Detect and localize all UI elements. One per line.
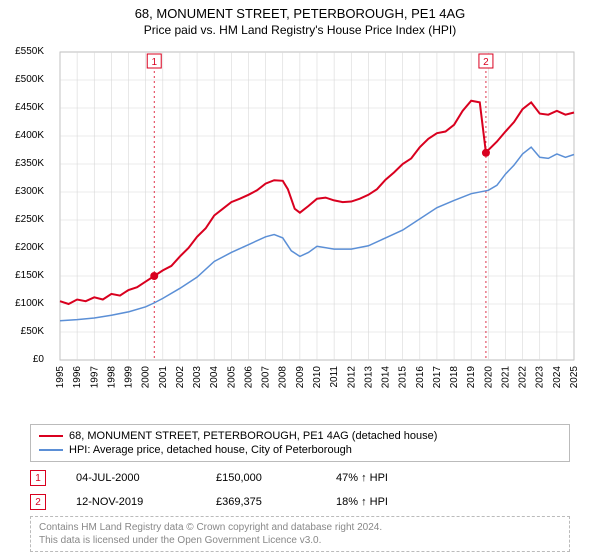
y-axis-label: £300K [15,186,44,197]
sale-hpi: 47% ↑ HPI [336,472,426,484]
svg-text:2000: 2000 [141,366,152,389]
line-chart: 1995 1996 1997 1998 1999 2000 2001 2002 2003 2004… [50,46,580,402]
sale-price: £150,000 [216,472,306,484]
legend-item: 68, MONUMENT STREET, PETERBOROUGH, PE1 4… [39,429,561,443]
svg-text:1998: 1998 [106,366,117,389]
svg-text:2011: 2011 [329,366,340,388]
y-axis-label: £500K [15,74,44,85]
svg-text:2: 2 [483,57,489,68]
svg-text:2004: 2004 [209,366,220,389]
y-axis-label: £100K [15,298,44,309]
legend-label: HPI: Average price, detached house, City… [69,444,352,456]
svg-text:2023: 2023 [535,366,546,389]
footer-line2: This data is licensed under the Open Gov… [39,534,561,547]
sale-row: 2 12-NOV-2019 £369,375 18% ↑ HPI [30,490,570,514]
y-axis-label: £0 [33,354,44,365]
legend: 68, MONUMENT STREET, PETERBOROUGH, PE1 4… [30,424,570,462]
svg-text:2021: 2021 [500,366,511,389]
svg-text:2007: 2007 [261,366,272,389]
svg-text:2015: 2015 [398,366,409,389]
svg-text:2017: 2017 [432,366,443,389]
svg-text:2006: 2006 [243,366,254,389]
sale-marker-box: 1 [30,470,46,486]
legend-swatch [39,435,63,437]
legend-item: HPI: Average price, detached house, City… [39,443,561,457]
sale-price: £369,375 [216,496,306,508]
svg-text:2001: 2001 [158,366,169,389]
y-axis-label: £200K [15,242,44,253]
svg-text:2016: 2016 [415,366,426,389]
sale-marker-box: 2 [30,494,46,510]
svg-text:2010: 2010 [312,366,323,389]
chart-title: 68, MONUMENT STREET, PETERBOROUGH, PE1 4… [0,6,600,21]
legend-swatch [39,449,63,451]
svg-text:2013: 2013 [363,366,374,389]
footer-line1: Contains HM Land Registry data © Crown c… [39,521,561,534]
svg-text:2025: 2025 [569,366,580,389]
svg-text:2020: 2020 [483,366,494,389]
chart-subtitle: Price paid vs. HM Land Registry's House … [0,23,600,37]
y-axis-label: £50K [21,326,44,337]
y-axis-label: £150K [15,270,44,281]
legend-label: 68, MONUMENT STREET, PETERBOROUGH, PE1 4… [69,430,437,442]
svg-text:1995: 1995 [55,366,66,389]
sale-date: 12-NOV-2019 [76,496,186,508]
svg-text:1996: 1996 [72,366,83,389]
svg-text:2024: 2024 [552,366,563,389]
y-axis-label: £550K [15,46,44,57]
svg-text:2002: 2002 [175,366,186,389]
svg-text:1999: 1999 [124,366,135,389]
svg-text:2008: 2008 [278,366,289,389]
svg-text:2014: 2014 [381,366,392,389]
svg-text:2019: 2019 [466,366,477,389]
y-axis-label: £400K [15,130,44,141]
svg-text:2005: 2005 [226,366,237,389]
y-axis-label: £250K [15,214,44,225]
svg-text:2003: 2003 [192,366,203,389]
svg-text:1997: 1997 [89,366,100,389]
svg-text:2022: 2022 [518,366,529,389]
svg-text:2009: 2009 [295,366,306,389]
y-axis-label: £350K [15,158,44,169]
y-axis-label: £450K [15,102,44,113]
svg-text:2012: 2012 [346,366,357,389]
svg-text:2018: 2018 [449,366,460,389]
sale-date: 04-JUL-2000 [76,472,186,484]
svg-text:1: 1 [151,57,157,68]
sale-hpi: 18% ↑ HPI [336,496,426,508]
footer-attribution: Contains HM Land Registry data © Crown c… [30,516,570,552]
sales-table: 1 04-JUL-2000 £150,000 47% ↑ HPI 2 12-NOV-201… [30,466,570,514]
sale-row: 1 04-JUL-2000 £150,000 47% ↑ HPI [30,466,570,490]
